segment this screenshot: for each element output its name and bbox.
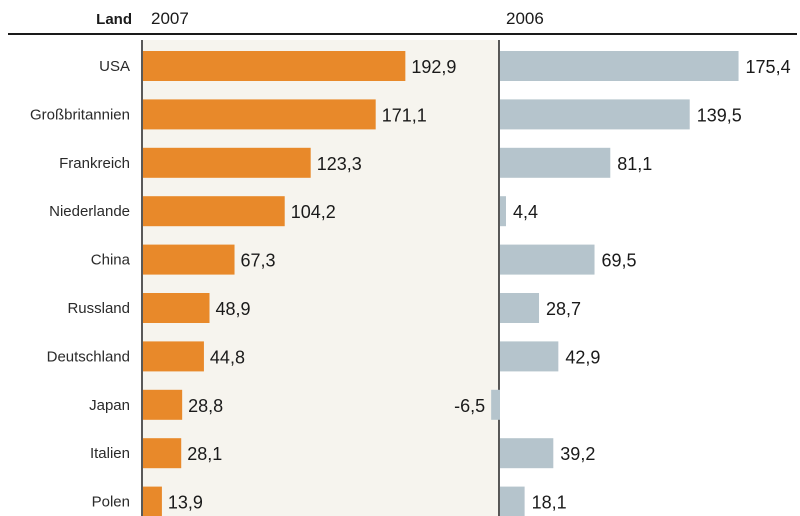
value-label-2007-usa: 192,9 — [411, 57, 456, 77]
value-label-2006-china: 69,5 — [602, 251, 637, 271]
bar-2007-russland — [143, 293, 210, 323]
bar-2006-usa — [500, 51, 739, 81]
bar-2006-niederlande — [500, 196, 506, 227]
land-header: Land — [96, 11, 132, 28]
value-label-2007-italien: 28,1 — [187, 444, 222, 464]
bar-2006-italien — [500, 438, 554, 469]
bar-2006-gro-britannien — [500, 99, 690, 130]
country-label-china: China — [91, 252, 131, 269]
country-label-deutschland: Deutschland — [47, 348, 130, 365]
value-label-2007-niederlande: 104,2 — [291, 202, 336, 222]
bar-2007-frankreich — [143, 147, 311, 178]
year-2007-header: 2007 — [151, 9, 189, 28]
value-label-2007-frankreich: 123,3 — [317, 154, 362, 174]
bar-2006-frankreich — [500, 147, 611, 178]
bar-2007-italien — [143, 438, 182, 469]
bar-2006-polen — [500, 486, 525, 516]
value-label-2006-gro-britannien: 139,5 — [697, 105, 742, 125]
value-label-2007-japan: 28,8 — [188, 396, 223, 416]
value-label-2007-russland: 48,9 — [216, 299, 251, 319]
bar-2007-polen — [143, 486, 162, 516]
country-label-russland: Russland — [67, 300, 130, 317]
chart-rows: USA 192,9 175,4 Großbritannien 171,1 139,5 Fra… — [30, 51, 791, 516]
year-2006-header: 2006 — [506, 9, 544, 28]
bar-2006-japan — [491, 389, 500, 420]
panel-2006-background — [472, 40, 499, 516]
value-label-2006-italien: 39,2 — [560, 444, 595, 464]
country-label-japan: Japan — [89, 397, 130, 414]
bar-2007-china — [143, 244, 235, 275]
bar-2006-russland — [500, 293, 540, 323]
bar-2007-niederlande — [143, 196, 285, 227]
value-label-2006-usa: 175,4 — [746, 57, 791, 77]
country-label-usa: USA — [99, 58, 130, 75]
country-label-polen: Polen — [92, 494, 130, 511]
value-label-2007-deutschland: 44,8 — [210, 347, 245, 367]
bar-2006-china — [500, 244, 595, 275]
bar-2007-gro-britannien — [143, 99, 376, 130]
country-label-italien: Italien — [90, 445, 130, 462]
country-label-frankreich: Frankreich — [59, 155, 130, 172]
value-label-2006-deutschland: 42,9 — [565, 347, 600, 367]
bar-2007-usa — [143, 51, 406, 81]
country-label-niederlande: Niederlande — [49, 203, 130, 220]
bar-2007-japan — [143, 389, 183, 420]
bar-2007-deutschland — [143, 341, 204, 372]
value-label-2006-frankreich: 81,1 — [617, 154, 652, 174]
value-label-2007-china: 67,3 — [241, 251, 276, 271]
value-label-2006-polen: 18,1 — [532, 493, 567, 513]
value-label-2006-russland: 28,7 — [546, 299, 581, 319]
value-label-2007-gro-britannien: 171,1 — [382, 105, 427, 125]
bar-2006-deutschland — [500, 341, 559, 372]
value-label-2006-niederlande: 4,4 — [513, 202, 538, 222]
value-label-2006-japan: -6,5 — [454, 396, 485, 416]
country-label-gro-britannien: Großbritannien — [30, 106, 130, 123]
value-label-2007-polen: 13,9 — [168, 493, 203, 513]
